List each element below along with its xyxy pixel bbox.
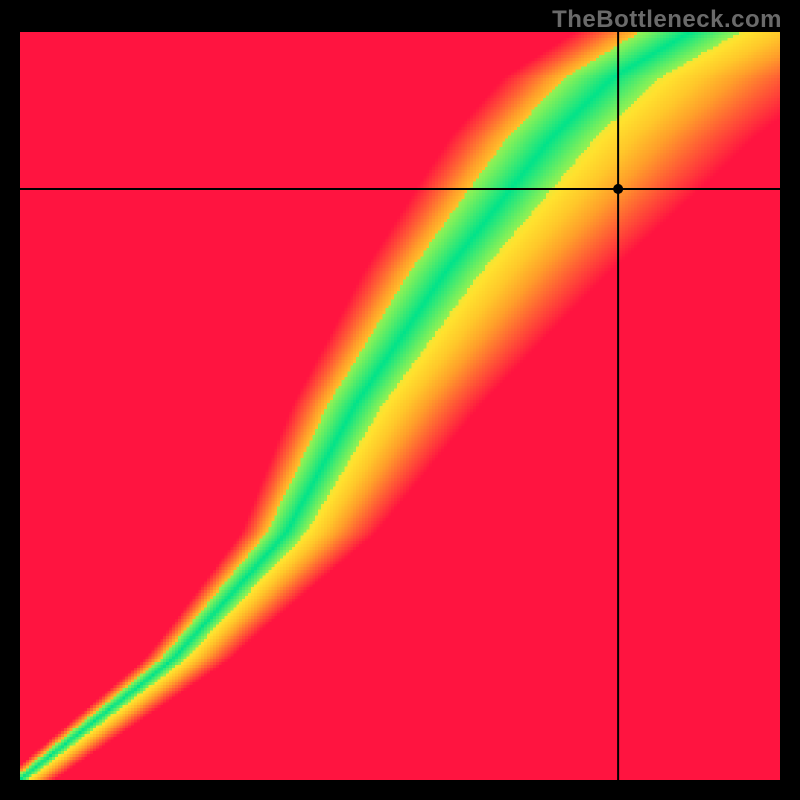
chart-container: TheBottleneck.com: [0, 0, 800, 800]
watermark-text: TheBottleneck.com: [552, 6, 782, 34]
crosshair-overlay: [0, 0, 800, 800]
